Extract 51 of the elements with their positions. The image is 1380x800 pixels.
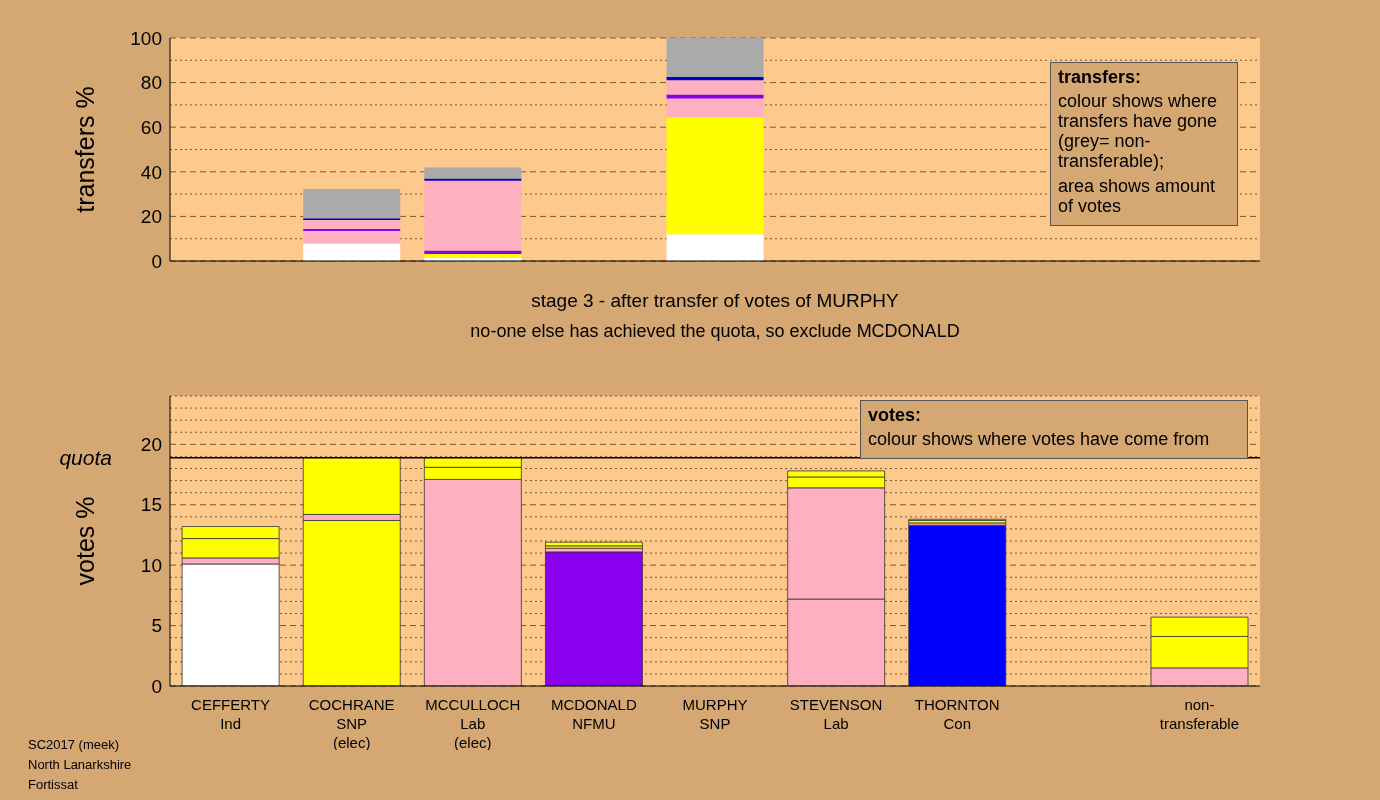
x-tick-label: MCDONALD NFMU (550, 696, 637, 732)
y-axis-title: transfers % (71, 86, 99, 213)
y-tick-label: 80 (140, 72, 162, 94)
y-tick-label: 10 (140, 554, 162, 576)
note-box: votes: colour shows where votes have come from (860, 400, 1248, 459)
y-tick-label: 0 (151, 250, 162, 272)
bar (424, 167, 522, 179)
bar (545, 541, 643, 547)
annotation: colour shows where transfers have gone (grey= non-transferable); (1058, 91, 1219, 171)
annotation: votes: (868, 405, 922, 425)
text: North Lanarkshire (28, 756, 132, 774)
y-tick-label: 40 (140, 161, 162, 183)
text: SC2017 (meek) (28, 736, 121, 754)
bar (908, 524, 1007, 686)
annotation: transfers: (1058, 67, 1143, 87)
x-tick-label: THORNTON Con (914, 696, 1000, 732)
y-tick-label: 20 (140, 434, 162, 456)
y-tick-label: 100 (130, 27, 162, 49)
y-tick-label: 20 (140, 206, 162, 228)
bar (666, 77, 764, 81)
bar (303, 243, 401, 261)
y-tick-label: 0 (151, 675, 162, 697)
x-tick-label: CEFFERTY Ind (191, 696, 271, 732)
chart-title: stage 3 - after transfer of votes of MURPHY (530, 290, 900, 312)
x-tick-label: non- transferable (1159, 696, 1240, 732)
bar (666, 98, 764, 118)
bar (303, 230, 401, 244)
y-axis-title: votes % (71, 496, 99, 586)
bar (181, 563, 280, 686)
bar (303, 188, 401, 219)
bar (545, 551, 643, 686)
ref-line-label: quota (59, 445, 112, 469)
bar (424, 180, 522, 251)
bar (666, 117, 764, 235)
bar (303, 219, 401, 230)
x-tick-label: MURPHY SNP (682, 696, 748, 732)
bar (424, 178, 522, 181)
annotation: area shows amount of votes (1058, 176, 1217, 216)
y-tick-label: 5 (151, 615, 162, 637)
bar (666, 234, 764, 261)
bar (545, 545, 643, 549)
bar (666, 80, 764, 95)
bar (666, 38, 764, 78)
y-tick-label: 15 (140, 494, 162, 516)
chart-subtitle: no-one else has achieved the quota, so exclude MCDONALD (469, 321, 961, 342)
annotation: colour shows where votes have come from (868, 429, 1211, 449)
text: Fortissat (28, 776, 79, 794)
bar (666, 94, 764, 99)
note-box: transfers: colour shows where transfers have gone (grey= non-transferable); area shows amount of votes (1050, 62, 1238, 226)
x-tick-label: STEVENSON Lab (789, 696, 883, 732)
y-tick-label: 60 (140, 116, 162, 138)
